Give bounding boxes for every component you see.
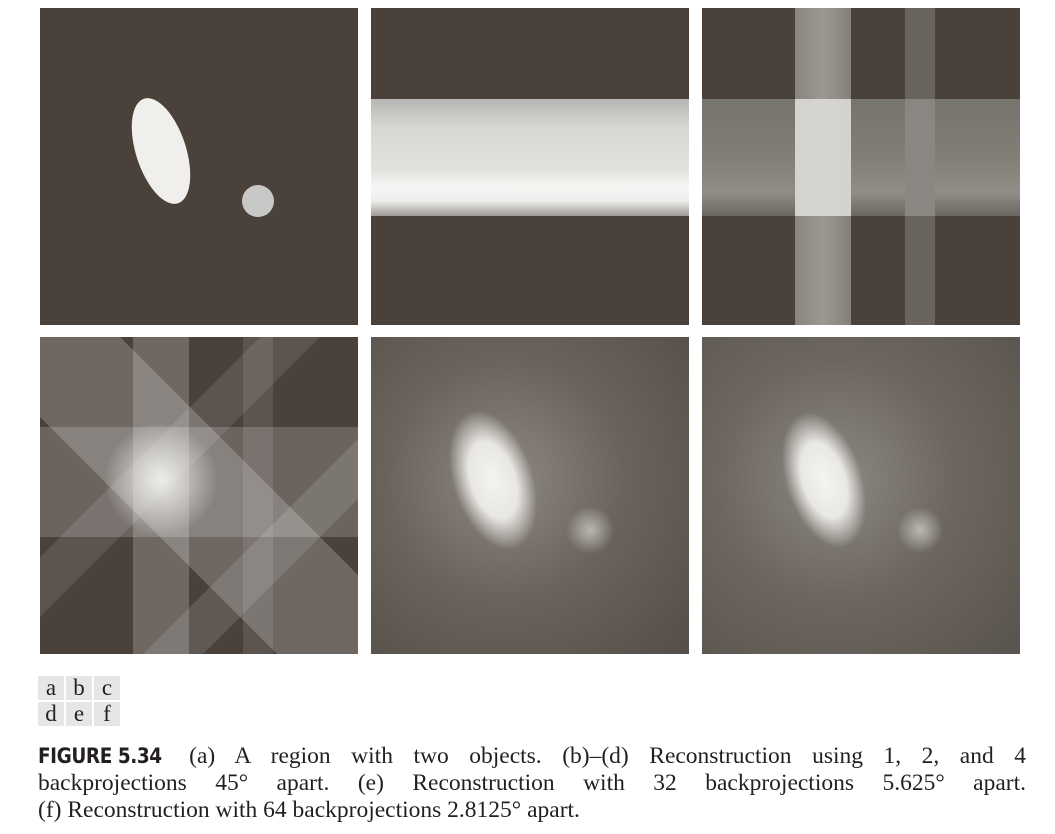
circle-object	[242, 185, 274, 217]
circle-reconstruction	[897, 507, 943, 553]
ellipse-reconstruction	[448, 410, 538, 550]
horizontal-backprojection-band	[371, 99, 689, 216]
label-e: e	[66, 702, 92, 726]
ellipse-object	[131, 98, 191, 204]
caption-text-1: (a) A region with two objects. (b)–(d) R…	[189, 743, 1026, 769]
label-a: a	[38, 676, 64, 700]
ellipse-reconstruction	[781, 412, 867, 548]
label-f: f	[94, 702, 120, 726]
label-row-top: a b c	[38, 676, 122, 702]
label-c: c	[94, 676, 120, 700]
label-row-bottom: d e f	[38, 702, 122, 728]
figure-caption: FIGURE 5.34 (a) A region with two object…	[38, 743, 1026, 824]
panel-f-64-backprojections	[702, 337, 1020, 654]
panel-e-32-backprojections	[371, 337, 689, 654]
panel-f-image	[702, 337, 1020, 654]
panel-a-background	[40, 8, 358, 325]
panel-label-key: a b c d e f	[38, 676, 122, 728]
panel-d-four-backprojections	[40, 337, 358, 654]
panel-b-image	[371, 8, 689, 325]
label-b: b	[66, 676, 92, 700]
label-d: d	[38, 702, 64, 726]
panel-a-region-with-objects	[40, 8, 358, 325]
intersection-bright	[795, 99, 851, 216]
panel-e-image	[371, 337, 689, 654]
panel-b-one-backprojection	[371, 8, 689, 325]
caption-line-1: FIGURE 5.34 (a) A region with two object…	[38, 743, 1026, 770]
panel-a-image	[40, 8, 358, 325]
panel-c-image	[702, 8, 1020, 325]
reconstruction-peak	[40, 337, 358, 654]
figure-label: FIGURE 5.34	[38, 744, 162, 768]
caption-line-3: (f) Reconstruction with 64 backprojectio…	[38, 797, 580, 823]
horizontal-band	[702, 99, 1020, 216]
caption-line-2: backprojections 45° apart. (e) Reconstru…	[38, 770, 1026, 796]
circle-reconstruction	[566, 506, 614, 554]
panel-d-image	[40, 337, 358, 654]
intersection-dim	[905, 99, 935, 216]
panel-c-two-backprojections	[702, 8, 1020, 325]
